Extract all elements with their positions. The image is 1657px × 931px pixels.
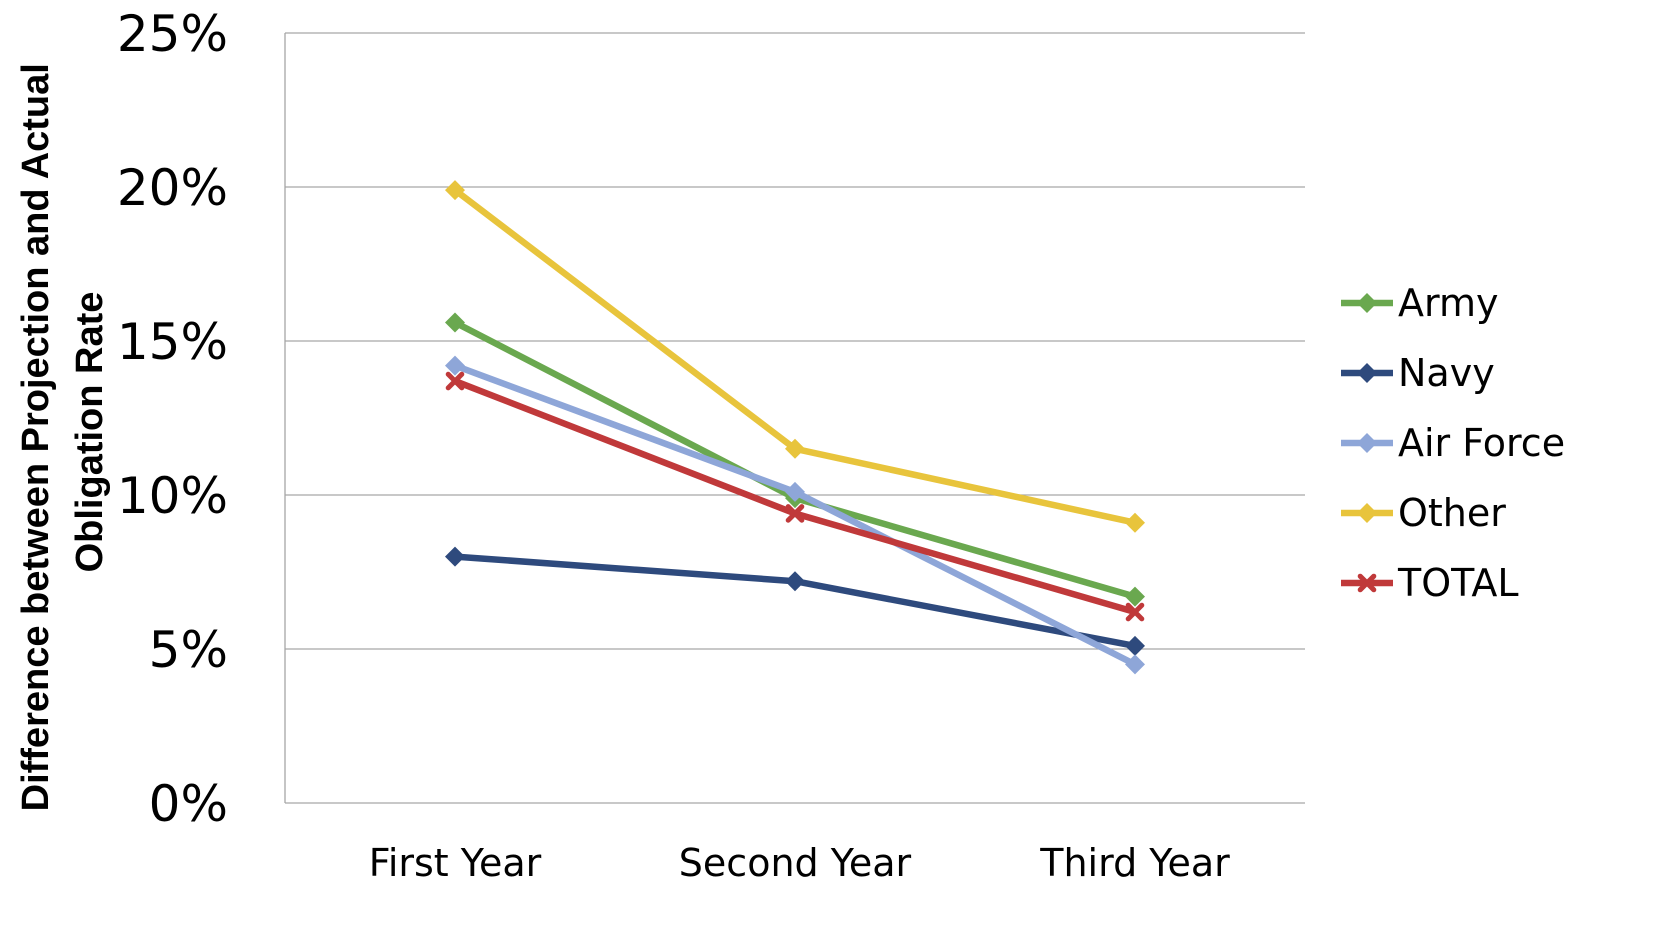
series-lines [445, 180, 1145, 675]
legend-label: Army [1398, 281, 1498, 325]
series-other [445, 180, 1145, 533]
legend-marker [1357, 573, 1377, 593]
legend-marker [1357, 433, 1377, 453]
data-point [1125, 635, 1145, 656]
series-total [445, 371, 1145, 622]
data-point [1125, 512, 1145, 533]
y-tick-label: 20% [117, 159, 228, 217]
series-line [451, 186, 1139, 526]
series-line [451, 319, 1139, 600]
legend-marker [1357, 503, 1377, 523]
series-air-force [445, 355, 1145, 675]
data-point [445, 312, 465, 333]
legend: Army Navy Air Force Other TOTAL [1341, 281, 1565, 605]
data-point [785, 504, 805, 523]
y-tick-label: 10% [117, 467, 228, 525]
data-point [785, 481, 805, 502]
legend-item: Navy [1341, 351, 1495, 395]
y-axis-ticks: 0% 5% 10% 15% 20% 25% [117, 5, 228, 833]
y-tick-label: 15% [117, 313, 228, 371]
series-navy [445, 546, 1145, 656]
data-point [445, 355, 465, 376]
legend-item: Air Force [1341, 421, 1565, 465]
legend-label: Navy [1398, 351, 1495, 395]
y-tick-label: 0% [149, 775, 228, 833]
legend-label: TOTAL [1397, 561, 1519, 605]
x-tick-label: Third Year [1039, 841, 1230, 885]
data-point [785, 438, 805, 459]
legend-label: Air Force [1398, 421, 1565, 465]
legend-item: Army [1341, 281, 1498, 325]
y-tick-label: 25% [117, 5, 228, 63]
data-point [785, 571, 805, 592]
legend-item: TOTAL [1341, 561, 1519, 605]
y-tick-label: 5% [149, 621, 228, 679]
data-point [445, 371, 465, 391]
x-tick-label: First Year [369, 841, 542, 885]
legend-marker [1357, 293, 1377, 313]
data-point [1125, 602, 1145, 622]
legend-label: Other [1398, 491, 1506, 535]
data-point [445, 180, 465, 201]
data-point [1125, 654, 1145, 675]
gridlines [284, 32, 1305, 804]
y-axis-label: Difference between Projection and Actual… [15, 53, 111, 812]
data-point [445, 546, 465, 567]
data-point [1125, 586, 1145, 607]
legend-item: Other [1341, 491, 1506, 535]
y-axis-label-line-1: Difference between Projection and Actual [15, 63, 57, 811]
y-axis-label-line-2: Obligation Rate [69, 292, 111, 573]
x-axis-ticks: First Year Second Year Third Year [369, 841, 1230, 885]
x-tick-label: Second Year [679, 841, 912, 885]
legend-marker [1357, 363, 1377, 383]
